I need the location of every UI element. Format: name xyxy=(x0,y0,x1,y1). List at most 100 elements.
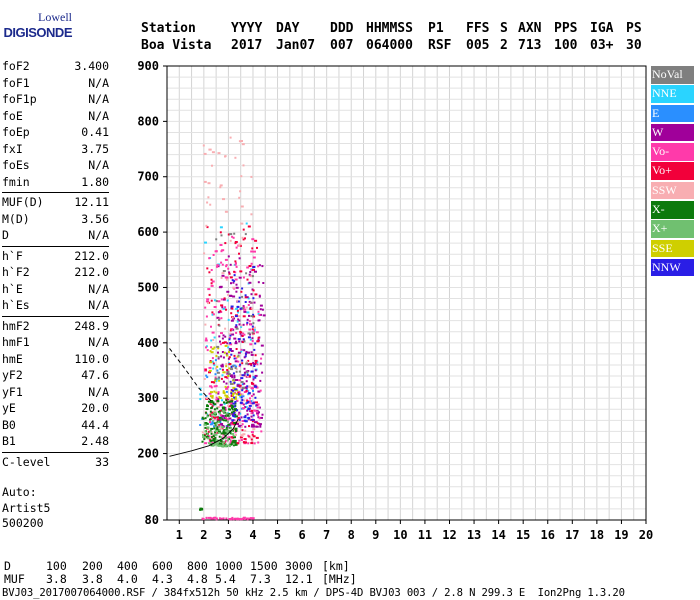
echo-point-vo xyxy=(248,425,250,428)
echo-point-w xyxy=(229,263,232,266)
param-row: B1 2.48 xyxy=(2,433,109,450)
echo-point-x xyxy=(228,408,231,411)
echo-point-vo xyxy=(215,517,218,520)
param-value: 0.41 xyxy=(81,125,109,139)
echo-point-ssw xyxy=(240,387,243,390)
echo-point-vo xyxy=(256,406,260,409)
echo-point-ssw xyxy=(211,151,215,154)
distance-cell: [km] xyxy=(322,559,350,573)
echo-point-vo xyxy=(231,436,235,438)
echo-point-nnw xyxy=(253,348,256,351)
echo-point-ssw xyxy=(241,236,244,239)
echo-point-x xyxy=(225,436,228,439)
echo-point-vo xyxy=(244,441,247,444)
echo-point-sse xyxy=(224,344,228,347)
echo-point-vo xyxy=(210,269,213,271)
echo-point-x xyxy=(210,407,213,410)
echo-point-w xyxy=(234,326,238,329)
echo-point-w xyxy=(245,296,249,299)
y-tick-label: 400 xyxy=(137,336,159,350)
echo-point-nnw xyxy=(241,359,244,362)
muf-cell: 5.4 xyxy=(215,572,236,586)
echo-point-vo xyxy=(257,265,260,268)
echo-point-vo xyxy=(234,278,238,281)
echo-point-vo xyxy=(231,235,234,238)
echo-point-vo xyxy=(251,409,253,412)
x-tick-label: 10 xyxy=(393,528,407,542)
echo-point-x xyxy=(225,419,228,422)
echo-point-w xyxy=(230,350,234,352)
param-name: D xyxy=(2,228,9,242)
x-tick-label: 7 xyxy=(323,528,330,542)
echo-point-x xyxy=(210,400,213,403)
echo-point-x xyxy=(210,432,213,435)
echo-point-vo xyxy=(215,398,218,401)
axis-ticks: 1 2 3 4 5 6 7 8 9 10 11 12 13 14 15 16 17 18 19 20802003004… xyxy=(137,59,653,542)
echo-point-vo xyxy=(250,395,253,397)
echo-point-w xyxy=(253,363,256,365)
echo-point-ssw xyxy=(237,315,241,318)
echo-point-noval xyxy=(232,365,235,368)
echo-point-w xyxy=(254,369,257,372)
echo-point-x xyxy=(226,414,230,417)
echo-point-x xyxy=(229,427,232,430)
chart-frame xyxy=(166,65,647,521)
echo-point-nnw xyxy=(244,355,247,358)
echo-point-e xyxy=(201,417,204,420)
echo-point-vo xyxy=(219,244,223,246)
param-separator xyxy=(2,245,109,247)
echo-point-w xyxy=(246,413,249,416)
echo-point-nnw xyxy=(232,389,234,392)
echo-point-nne xyxy=(217,378,220,381)
echo-point-w xyxy=(245,380,248,383)
y-tick-label: 200 xyxy=(137,447,159,461)
muf-cell: [MHz] xyxy=(322,572,357,586)
echo-point-w xyxy=(217,357,220,360)
echo-point-noval xyxy=(226,371,230,374)
polarization-legend: NoVal NNE E W Vo- Vo+ SSW X- X+ SSE NNW xyxy=(651,66,694,278)
echo-point-x xyxy=(213,408,216,411)
distance-cell: 3000 xyxy=(285,559,313,573)
echo-point-x xyxy=(210,436,213,439)
echo-point-w xyxy=(253,384,257,387)
echo-point-vo xyxy=(224,408,227,411)
param-name: h`F2 xyxy=(2,265,30,279)
echo-point-x xyxy=(206,415,209,418)
echo-point-vo xyxy=(251,247,254,250)
echo-point-vo xyxy=(237,442,240,445)
echo-point-e xyxy=(243,373,246,376)
echo-point-e xyxy=(206,376,209,379)
echo-point-noval xyxy=(229,382,233,385)
echo-point-ssw xyxy=(237,355,240,358)
echo-point-ssw xyxy=(212,339,215,341)
echo-point-w xyxy=(230,319,234,322)
echo-point-sse xyxy=(232,386,236,389)
muf-cell: 4.0 xyxy=(117,572,138,586)
echo-point-w xyxy=(250,425,253,428)
echo-point-x xyxy=(225,426,228,429)
echo-point-e xyxy=(252,389,254,392)
echo-point-vo xyxy=(242,315,246,318)
legend-item-nne: NNE xyxy=(651,85,694,103)
echo-point-vo xyxy=(242,276,245,279)
echo-point-x xyxy=(234,427,237,430)
echo-point-w xyxy=(221,274,225,277)
echo-point-w xyxy=(257,281,260,284)
echo-point-x xyxy=(230,404,233,407)
echo-point-sse xyxy=(209,395,212,398)
echo-point-vo xyxy=(209,414,212,417)
echo-point-sse xyxy=(211,347,215,350)
echo-point-vo xyxy=(229,363,232,366)
echo-point-vo xyxy=(251,517,254,520)
echo-point-vo xyxy=(259,389,262,392)
echo-point-vo xyxy=(216,416,220,419)
echo-point-x xyxy=(233,422,237,424)
echo-point-w xyxy=(259,313,262,316)
echo-point-vo xyxy=(250,442,254,445)
echo-point-nne xyxy=(235,307,239,310)
echo-point-vo xyxy=(210,411,214,414)
echo-point-vo xyxy=(240,290,243,293)
echo-point-vo xyxy=(245,389,248,392)
echo-point-sse xyxy=(231,392,235,395)
echo-point-vo xyxy=(251,340,254,342)
